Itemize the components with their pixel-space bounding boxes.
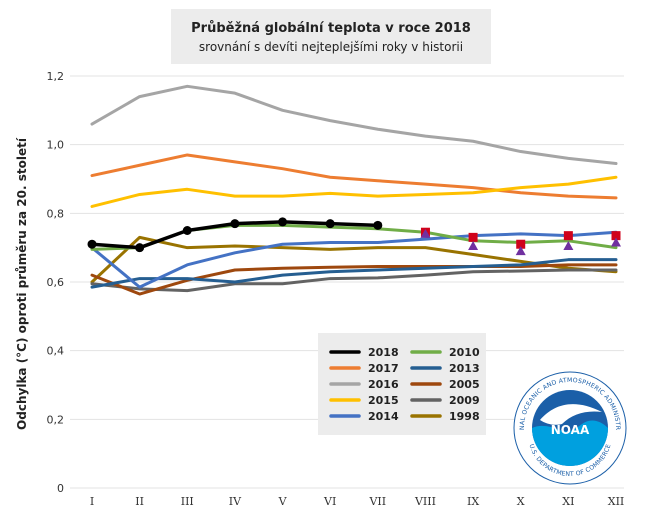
series-line-2013 [90, 258, 618, 289]
chart-subtitle: srovnání s devíti nejteplejšími roky v h… [198, 40, 464, 54]
legend-label: 2009 [449, 394, 480, 407]
x-tick-label: XII [608, 495, 625, 508]
series-line-2015 [90, 175, 618, 208]
series-line-1998 [90, 235, 618, 284]
y-tick-label: 0,4 [47, 345, 65, 358]
series-line-2014 [90, 230, 618, 289]
point-2018 [278, 217, 288, 227]
point-2018 [182, 226, 192, 235]
series-lines [87, 84, 618, 296]
legend: 2018 2017 2016 2015 2014 2010 2013 2005 2009 1998 [318, 333, 486, 435]
legend-entries: 2018 2017 2016 2015 2014 2010 2013 2005 2009 1998 [329, 346, 480, 423]
x-tick-label: IV [229, 495, 242, 508]
series-line-2009 [90, 268, 618, 293]
marker-square [516, 239, 526, 249]
point-2018 [230, 219, 240, 229]
x-tick-label: IX [467, 495, 479, 508]
x-tick-label: X [517, 495, 525, 508]
y-tick-label: 1,2 [47, 70, 65, 83]
marker-triangle [515, 246, 526, 256]
y-tick-label: 0,6 [47, 276, 65, 289]
point-2018 [87, 239, 97, 249]
x-tick-label: VII [368, 495, 386, 508]
x-tick-label: III [181, 495, 194, 508]
legend-label: 2015 [368, 394, 399, 407]
y-tick-label: 0,2 [47, 413, 65, 426]
y-axis-label: Odchylka (°C) oproti průměru za 20. stol… [15, 137, 29, 430]
legend-label: 2013 [449, 362, 480, 375]
marker-triangle [611, 237, 621, 247]
x-tick-label: VIII [414, 495, 436, 508]
marker-triangle [563, 240, 574, 250]
x-tick-labels: I II III IV V VI VII VIII IX X XI XII [90, 495, 624, 508]
legend-label: 2014 [368, 410, 399, 423]
title-box: Průběžná globální teplota v roce 2018 sr… [171, 9, 491, 64]
marker-square [468, 232, 478, 242]
y-tick-labels: 0 0,2 0,4 0,6 0,8 1,0 1,2 [47, 70, 65, 495]
point-2018 [373, 220, 383, 230]
x-tick-label: II [135, 495, 144, 508]
point-2018 [325, 219, 335, 229]
logo-center-text: NOAA [551, 423, 590, 437]
x-tick-label: I [90, 495, 94, 508]
chart-title: Průběžná globální teplota v roce 2018 [191, 21, 471, 36]
legend-label: 2016 [368, 378, 399, 391]
y-tick-label: 0,8 [47, 207, 65, 220]
point-2018 [135, 243, 145, 253]
legend-label: 2017 [368, 362, 399, 375]
noaa-logo: NOAA NATIONAL OCEANIC AND ATMOSPHERIC AD… [510, 368, 627, 485]
x-tick-label: XI [562, 495, 574, 508]
marker-triangle [420, 228, 431, 238]
marker-triangle [468, 240, 479, 250]
marker-square [611, 231, 621, 241]
legend-label: 2010 [449, 346, 480, 359]
y-tick-label: 1,0 [47, 139, 65, 152]
series-line-2017 [90, 153, 618, 200]
marker-square [563, 231, 573, 241]
series-line-2005 [90, 263, 618, 296]
legend-label: 1998 [449, 410, 480, 423]
y-tick-label: 0 [57, 482, 64, 495]
x-tick-label: V [278, 495, 288, 508]
legend-label: 2018 [368, 346, 399, 359]
legend-label: 2005 [449, 378, 480, 391]
series-line-2016 [90, 84, 618, 166]
data-markers [420, 227, 621, 256]
x-tick-label: VI [323, 495, 336, 508]
